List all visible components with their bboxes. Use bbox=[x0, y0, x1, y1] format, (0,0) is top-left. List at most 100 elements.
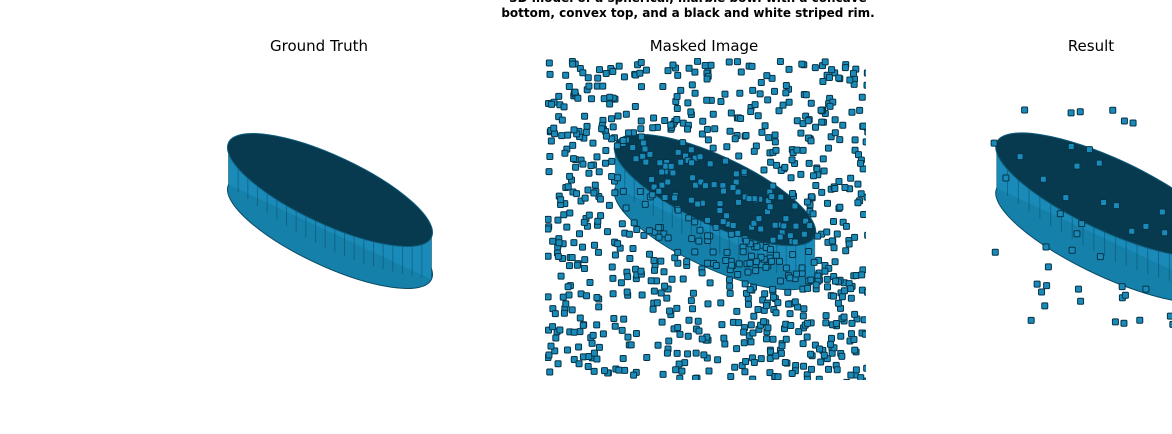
voxel bbox=[581, 256, 589, 264]
voxel bbox=[779, 101, 787, 109]
voxel bbox=[776, 233, 784, 241]
voxel bbox=[594, 248, 602, 256]
voxel bbox=[860, 316, 866, 324]
voxel bbox=[808, 193, 816, 201]
voxel bbox=[782, 89, 790, 97]
voxel bbox=[640, 231, 648, 239]
voxel bbox=[562, 300, 570, 308]
voxel bbox=[831, 129, 839, 137]
voxel bbox=[831, 185, 839, 193]
voxel bbox=[687, 108, 695, 116]
voxel bbox=[617, 279, 625, 287]
voxel bbox=[573, 190, 581, 198]
voxel bbox=[716, 200, 724, 208]
voxel bbox=[684, 350, 692, 358]
voxel bbox=[593, 355, 601, 363]
voxel-result bbox=[990, 106, 1172, 328]
voxel bbox=[609, 274, 617, 282]
voxel bbox=[1128, 227, 1136, 235]
voxel bbox=[757, 355, 765, 363]
voxel bbox=[822, 312, 830, 320]
voxel bbox=[706, 160, 714, 168]
voxel bbox=[611, 251, 619, 259]
voxel bbox=[857, 159, 865, 167]
voxel bbox=[847, 371, 855, 379]
voxel bbox=[812, 281, 820, 289]
voxel bbox=[714, 356, 722, 364]
voxel bbox=[831, 258, 839, 266]
voxel bbox=[593, 293, 601, 301]
voxel bbox=[788, 369, 796, 377]
voxel bbox=[830, 244, 838, 252]
voxel bbox=[1109, 106, 1117, 114]
voxel bbox=[803, 333, 811, 341]
voxel bbox=[775, 257, 783, 265]
voxel bbox=[786, 232, 794, 240]
voxel bbox=[643, 354, 651, 362]
voxel bbox=[825, 365, 833, 373]
voxel bbox=[1136, 316, 1144, 324]
voxel bbox=[816, 345, 824, 353]
voxel bbox=[698, 130, 706, 138]
voxel bbox=[641, 200, 649, 208]
voxel bbox=[846, 76, 854, 84]
voxel bbox=[811, 64, 819, 72]
voxel bbox=[710, 181, 718, 189]
voxel bbox=[850, 336, 858, 344]
voxel bbox=[726, 282, 734, 290]
voxel bbox=[735, 319, 743, 327]
voxel bbox=[674, 248, 682, 256]
voxel bbox=[851, 136, 859, 144]
voxel bbox=[1016, 153, 1024, 161]
voxel bbox=[621, 366, 629, 374]
voxel bbox=[569, 60, 577, 68]
voxel bbox=[727, 230, 735, 238]
voxel bbox=[658, 181, 666, 189]
voxel bbox=[673, 349, 681, 357]
voxel bbox=[609, 123, 617, 131]
voxel bbox=[666, 307, 674, 315]
voxel bbox=[688, 81, 696, 89]
voxel bbox=[709, 144, 717, 152]
voxel bbox=[549, 323, 557, 331]
voxel bbox=[641, 145, 649, 153]
voxel bbox=[749, 375, 757, 380]
voxel bbox=[579, 321, 587, 329]
voxel bbox=[831, 277, 839, 285]
voxel bbox=[650, 114, 658, 122]
voxel bbox=[699, 117, 707, 125]
voxel bbox=[560, 309, 568, 317]
voxel bbox=[667, 121, 675, 129]
voxel bbox=[570, 155, 578, 163]
voxel bbox=[792, 270, 800, 278]
voxel bbox=[769, 293, 777, 301]
voxel bbox=[803, 198, 811, 206]
voxel bbox=[668, 275, 676, 283]
voxel bbox=[851, 310, 859, 318]
voxel bbox=[785, 300, 793, 308]
voxel bbox=[583, 122, 591, 130]
voxel bbox=[688, 159, 696, 167]
voxel bbox=[771, 131, 779, 139]
voxel bbox=[841, 64, 849, 72]
voxel bbox=[776, 58, 784, 65]
voxel bbox=[601, 159, 609, 167]
voxel bbox=[750, 312, 758, 320]
voxel bbox=[746, 286, 754, 294]
voxel bbox=[603, 228, 611, 236]
voxel bbox=[807, 276, 815, 284]
voxel bbox=[669, 169, 677, 177]
voxel bbox=[815, 375, 823, 380]
voxel bbox=[774, 299, 782, 307]
voxel bbox=[598, 125, 606, 133]
voxel bbox=[767, 348, 775, 356]
voxel bbox=[588, 339, 596, 347]
voxel bbox=[673, 92, 681, 100]
voxel bbox=[991, 248, 999, 256]
voxel bbox=[636, 69, 644, 77]
voxel bbox=[825, 74, 833, 82]
voxel bbox=[564, 131, 572, 139]
voxel bbox=[740, 339, 748, 347]
voxel bbox=[761, 122, 769, 130]
voxel bbox=[660, 268, 668, 276]
